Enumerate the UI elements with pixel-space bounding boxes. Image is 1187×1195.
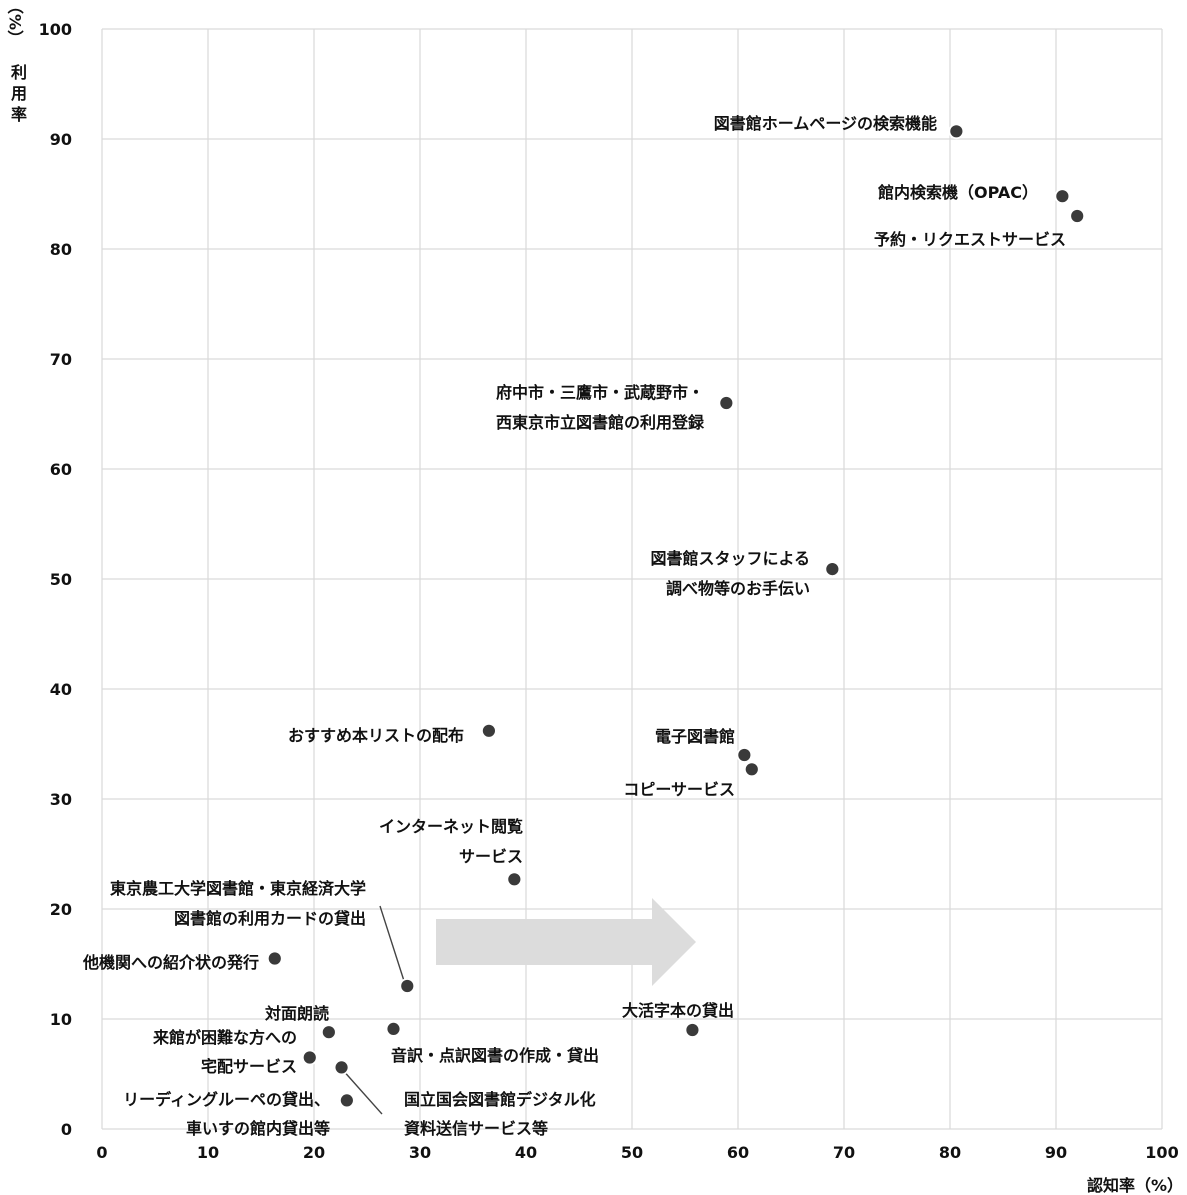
data-point bbox=[1069, 208, 1086, 224]
point-label: 他機関への紹介状の発行 bbox=[82, 953, 259, 972]
x-axis-ticks: 0 10 20 30 40 50 60 70 80 90 100 bbox=[96, 1143, 1178, 1162]
point-label: 西東京市立図書館の利用登録 bbox=[496, 413, 705, 432]
y-tick-label: 40 bbox=[50, 680, 72, 699]
point-label: 国立国会図書館デジタル化 bbox=[404, 1090, 596, 1109]
point-label: コピーサービス bbox=[623, 780, 735, 799]
point-label: 車いすの館内貸出等 bbox=[186, 1119, 330, 1138]
axis-titles: 認知率（%） （%） 利用率 bbox=[6, 0, 1184, 1195]
point-label: サービス bbox=[459, 847, 523, 866]
y-tick-label: 30 bbox=[50, 790, 72, 809]
x-tick-label: 0 bbox=[96, 1143, 107, 1162]
right-arrow-icon bbox=[436, 898, 696, 986]
data-point bbox=[266, 950, 283, 967]
x-axis-title: 認知率（%） bbox=[1087, 1176, 1183, 1195]
point-label: 宅配サービス bbox=[201, 1057, 297, 1076]
x-tick-label: 40 bbox=[515, 1143, 537, 1162]
point-label: 大活字本の貸出 bbox=[622, 1001, 734, 1020]
x-tick-label: 60 bbox=[727, 1143, 749, 1162]
data-point bbox=[480, 722, 497, 739]
data-point bbox=[1054, 188, 1071, 205]
point-label: 予約・リクエストサービス bbox=[874, 230, 1066, 249]
leader-line bbox=[340, 1067, 383, 1115]
y-tick-label: 10 bbox=[50, 1010, 72, 1029]
x-tick-label: 20 bbox=[303, 1143, 325, 1162]
y-axis-unit: （%） bbox=[6, 0, 25, 46]
point-label: リーディングルーペの貸出、 bbox=[123, 1090, 330, 1109]
y-tick-label: 20 bbox=[50, 900, 72, 919]
point-label: 図書館スタッフによる bbox=[650, 549, 810, 568]
data-point bbox=[718, 395, 735, 411]
data-point bbox=[301, 1049, 318, 1066]
data-point bbox=[338, 1092, 355, 1109]
annotation-layer bbox=[436, 898, 696, 986]
data-point bbox=[684, 1022, 701, 1038]
leader-lines bbox=[340, 905, 406, 1115]
y-tick-label: 60 bbox=[50, 460, 72, 479]
y-tick-label: 70 bbox=[50, 350, 72, 369]
point-label: おすすめ本リストの配布 bbox=[288, 726, 464, 745]
grid-lines bbox=[101, 28, 1163, 1130]
x-tick-label: 10 bbox=[197, 1143, 219, 1162]
point-label: 資料送信サービス等 bbox=[404, 1119, 548, 1138]
y-axis-ticks: 0 10 20 30 40 50 60 70 80 90 100 bbox=[39, 20, 72, 1139]
data-point bbox=[320, 1024, 337, 1041]
data-point bbox=[506, 871, 523, 888]
x-tick-label: 100 bbox=[1145, 1143, 1178, 1162]
y-tick-label: 100 bbox=[39, 20, 72, 39]
point-label: 図書館ホームページの検索機能 bbox=[714, 114, 937, 133]
point-label: 調べ物等のお手伝い bbox=[666, 579, 810, 598]
data-points bbox=[266, 123, 1086, 1109]
y-tick-label: 50 bbox=[50, 570, 72, 589]
data-point bbox=[948, 123, 965, 140]
x-tick-label: 90 bbox=[1045, 1143, 1067, 1162]
x-tick-label: 50 bbox=[621, 1143, 643, 1162]
point-label: 東京農工大学図書館・東京経済大学 bbox=[110, 879, 366, 898]
point-label: 来館が困難な方への bbox=[152, 1028, 297, 1047]
y-tick-label: 90 bbox=[50, 130, 72, 149]
y-tick-label: 0 bbox=[61, 1120, 72, 1139]
point-label: 府中市・三鷹市・武蔵野市・ bbox=[496, 383, 704, 402]
data-point bbox=[736, 747, 753, 763]
point-label: 電子図書館 bbox=[655, 727, 735, 746]
x-tick-label: 70 bbox=[833, 1143, 855, 1162]
point-label: 図書館の利用カードの貸出 bbox=[174, 909, 366, 928]
point-label: 音訳・点訳図書の作成・貸出 bbox=[391, 1046, 599, 1065]
y-axis-title-char: 用 bbox=[11, 84, 27, 103]
data-point bbox=[333, 1059, 350, 1076]
point-label: インターネット閲覧 bbox=[379, 817, 523, 836]
data-point bbox=[385, 1021, 402, 1037]
data-point bbox=[824, 561, 841, 577]
y-axis-title-char: 利 bbox=[11, 63, 27, 82]
x-tick-label: 30 bbox=[409, 1143, 431, 1162]
data-point bbox=[399, 978, 416, 994]
x-tick-label: 80 bbox=[939, 1143, 961, 1162]
data-point bbox=[743, 761, 760, 778]
leader-line bbox=[379, 905, 406, 985]
point-label: 館内検索機（OPAC） bbox=[878, 183, 1038, 202]
point-label: 対面朗読 bbox=[264, 1004, 329, 1023]
y-tick-label: 80 bbox=[50, 240, 72, 259]
y-axis-title-char: 率 bbox=[11, 105, 27, 124]
